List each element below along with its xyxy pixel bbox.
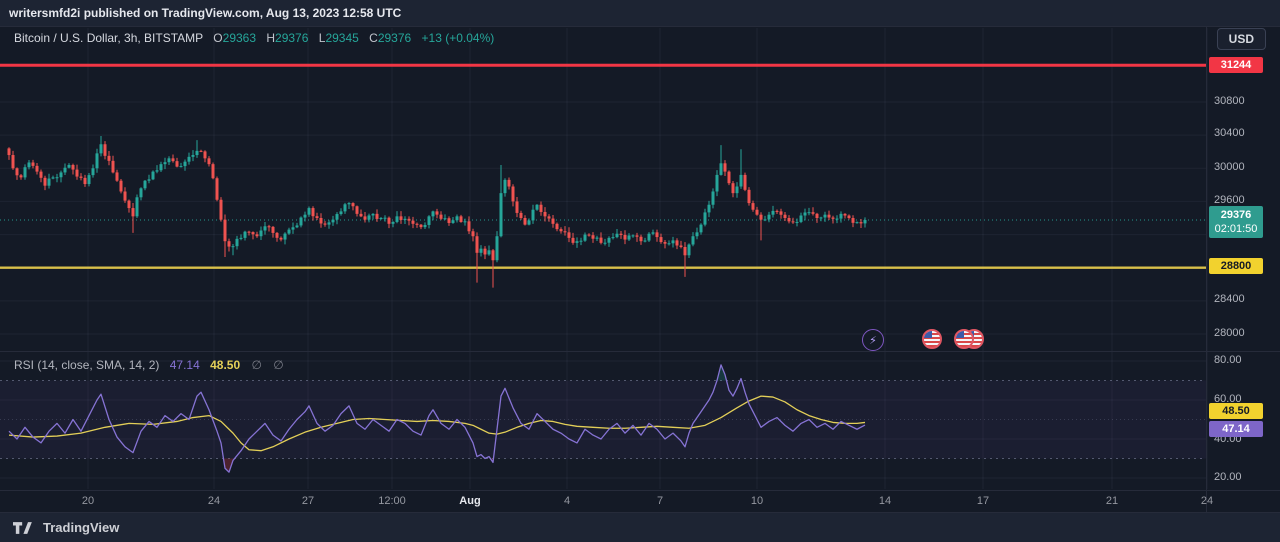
price-axis-tick: 28000	[1214, 327, 1245, 339]
ohlc-open-value: 29363	[222, 31, 257, 45]
bottom-branding-bar: TradingView	[0, 513, 1280, 542]
bar-countdown: 02:01:50	[1214, 223, 1258, 235]
price-change: +13 (+0.04%)	[421, 31, 495, 45]
rsi-current-axis-label: 47.14	[1209, 421, 1263, 437]
rsi-axis-tick: 80.00	[1214, 354, 1242, 366]
rsi-title[interactable]: RSI (14, close, SMA, 14, 2)	[14, 358, 160, 372]
time-axis-tick[interactable]: 21	[1105, 495, 1119, 507]
ohlc-close-value: 29376	[377, 31, 412, 45]
ohlc-high-value: 29376	[275, 31, 309, 45]
ohlc-low-letter: L	[318, 31, 326, 45]
flag-double-event-icon[interactable]	[954, 329, 984, 349]
price-axis-tick: 30400	[1214, 127, 1245, 139]
rsi-ma-value: 48.50	[210, 358, 241, 372]
rsi-empty-value-1: ∅	[251, 358, 262, 372]
tradingview-logo-text[interactable]: TradingView	[43, 520, 120, 535]
rsi-axis-tick: 20.00	[1214, 471, 1242, 483]
ohlc-low-value: 29345	[325, 31, 359, 45]
time-axis-tick[interactable]: 20	[81, 495, 95, 507]
price-axis-tick: 30800	[1214, 95, 1245, 107]
last-price-label: 29376 02:01:50	[1209, 206, 1263, 238]
time-axis-tick[interactable]: Aug	[459, 495, 481, 507]
rsi-ma-axis-label: 48.50	[1209, 403, 1263, 419]
flag-icon	[922, 329, 942, 349]
price-axis-tick: 28400	[1214, 293, 1245, 305]
tradingview-logo-icon[interactable]	[10, 518, 36, 538]
flag-event-icon[interactable]	[922, 329, 942, 349]
time-axis-tick[interactable]: 7	[656, 495, 664, 507]
time-axis-tick[interactable]: 17	[976, 495, 990, 507]
time-axis-tick[interactable]: 27	[301, 495, 315, 507]
resistance-price-label: 31244	[1209, 57, 1263, 73]
flash-event-icon[interactable]: ⚡	[862, 329, 884, 351]
rsi-empty-value-2: ∅	[273, 358, 284, 372]
price-axis-tick: 29600	[1214, 194, 1245, 206]
price-axis-tick: 30000	[1214, 161, 1245, 173]
currency-usd-button[interactable]: USD	[1216, 28, 1266, 50]
time-axis-tick[interactable]: 14	[878, 495, 892, 507]
time-axis-tick[interactable]: 4	[563, 495, 571, 507]
flag-icon	[954, 329, 974, 349]
symbol-info-row: Bitcoin / U.S. Dollar, 3h, BITSTAMP O293…	[14, 31, 494, 45]
support-price-label: 28800	[1209, 258, 1263, 274]
symbol-title[interactable]: Bitcoin / U.S. Dollar, 3h, BITSTAMP	[14, 31, 203, 45]
ohlc-open-letter: O	[213, 31, 223, 45]
ohlc-close-letter: C	[369, 31, 378, 45]
candles-layer	[7, 135, 867, 288]
publish-bar-text: writersmfd2i published on TradingView.co…	[9, 6, 402, 20]
publish-bar: writersmfd2i published on TradingView.co…	[0, 0, 1280, 26]
rsi-current-value: 47.14	[169, 358, 200, 372]
rsi-indicator-row: RSI (14, close, SMA, 14, 2) 47.14 48.50 …	[14, 358, 284, 372]
ohlc-high-letter: H	[266, 31, 276, 45]
time-axis-tick[interactable]: 10	[750, 495, 764, 507]
time-axis-tick[interactable]: 12:00	[378, 495, 406, 507]
time-axis-tick[interactable]: 24	[1200, 495, 1214, 507]
rsi-axis-tick: 60.00	[1214, 393, 1242, 405]
time-axis-tick[interactable]: 24	[207, 495, 221, 507]
